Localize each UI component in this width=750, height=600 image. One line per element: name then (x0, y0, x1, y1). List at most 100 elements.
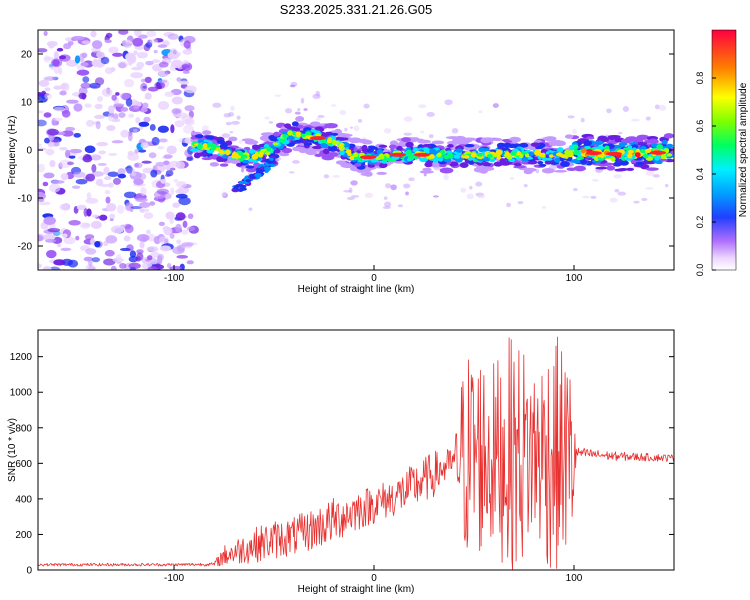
top-y-tick-label: 10 (21, 98, 33, 109)
heatmap-faint-cell (606, 108, 612, 114)
heatmap-noise-cell (98, 150, 107, 155)
heatmap-ridge-cell (360, 172, 371, 176)
heatmap-noise-cell (60, 247, 72, 252)
heatmap-faint-cell (517, 201, 524, 205)
heatmap-noise-cell (172, 202, 180, 208)
heatmap-faint-cell (510, 176, 515, 180)
bottom-y-ticks: 0 200 400 600 800 1000 1200 (10, 352, 674, 577)
heatmap-ridge-cell (594, 140, 604, 145)
heatmap-noise-cell (141, 160, 152, 164)
heatmap-noise-cell (134, 149, 139, 155)
heatmap-ridge-cell (193, 147, 199, 152)
heatmap-ridge-cell (195, 134, 204, 139)
heatmap-noise-cell (51, 58, 63, 68)
heatmap-ridge-cell (568, 145, 575, 151)
heatmap-ridge-cell (353, 156, 359, 161)
heatmap-noise-cell (111, 94, 117, 101)
heatmap-ridge-cell (635, 161, 644, 166)
heatmap-ridge-cell (225, 149, 231, 156)
heatmap-faint-cell (230, 105, 235, 112)
heatmap-noise-cell (175, 223, 182, 233)
heatmap-noise-cell (135, 256, 141, 262)
heatmap-peak-cell (390, 152, 406, 157)
heatmap-noise-cell (38, 201, 51, 206)
heatmap-faint-cell (618, 131, 623, 135)
heatmap-faint-cell (466, 193, 474, 200)
heatmap-noise-cell (133, 162, 143, 169)
heatmap-ridge-cell (533, 140, 543, 144)
heatmap-noise-cell (66, 59, 79, 67)
heatmap-noise-cell (166, 263, 172, 269)
heatmap-ridge-cell (604, 162, 614, 166)
heatmap-noise-cell (184, 118, 195, 126)
heatmap-noise-cell (151, 136, 160, 146)
heatmap-ridge-cell (631, 144, 639, 149)
heatmap-ridge-cell (504, 151, 510, 156)
heatmap-peak-cell (606, 151, 622, 156)
heatmap-faint-cell (590, 195, 597, 200)
heatmap-ridge-cell (445, 136, 460, 140)
heatmap-noise-cell (137, 34, 148, 39)
heatmap-noise-cell (90, 238, 96, 245)
heatmap-noise-cell (94, 77, 105, 86)
heatmap-faint-cell (580, 117, 585, 123)
heatmap-noise-cell (151, 59, 161, 64)
heatmap-noise-cell (90, 154, 102, 161)
heatmap-noise-cell (176, 112, 188, 119)
heatmap-ridge-cell (626, 167, 635, 171)
bottom-x-tick-label: 0 (371, 573, 377, 584)
heatmap-faint-cell (268, 121, 274, 124)
heatmap-branch-cell (238, 187, 247, 191)
heatmap-ridge-cell (643, 153, 649, 159)
heatmap-noise-cell (76, 69, 90, 76)
heatmap-ridge-cell (324, 122, 338, 129)
heatmap-faint-cell (613, 174, 623, 179)
heatmap-ridge-cell (273, 149, 281, 154)
heatmap-ridge-cell (368, 146, 378, 150)
heatmap-noise-cell (139, 172, 147, 180)
heatmap-ridge-cell (236, 162, 243, 167)
heatmap-faint-cell (444, 99, 453, 106)
heatmap-noise-cell (143, 116, 151, 123)
heatmap-ridge-cell (521, 150, 528, 155)
heatmap-noise-cell (158, 61, 169, 68)
heatmap-ridge-cell (645, 148, 652, 154)
heatmap-faint-cell (645, 116, 651, 121)
heatmap-noise-cell (157, 79, 168, 84)
heatmap-noise-cell (61, 109, 71, 118)
heatmap-noise-cell (80, 62, 89, 67)
heatmap-noise-cell (75, 178, 88, 185)
heatmap-noise-cell (169, 167, 176, 171)
heatmap-noise-cell (47, 128, 59, 136)
heatmap-ridge-cell (242, 154, 248, 159)
heatmap-layer (38, 30, 674, 270)
heatmap-noise-cell (118, 62, 127, 69)
heatmap-noise-cell (157, 44, 168, 48)
heatmap-noise-cell (163, 160, 170, 166)
heatmap-ridge-cell (293, 139, 304, 143)
heatmap-noise-cell (103, 258, 116, 266)
heatmap-noise-cell (71, 35, 85, 41)
heatmap-ridge-cell (455, 148, 464, 153)
heatmap-faint-cell (630, 118, 640, 122)
heatmap-ridge-cell (291, 121, 299, 127)
top-y-tick-label: -20 (18, 242, 33, 253)
heatmap-ridge-cell (335, 160, 346, 165)
heatmap-noise-cell (66, 99, 79, 104)
heatmap-ridge-cell (552, 139, 563, 145)
heatmap-ridge-cell (242, 159, 250, 164)
heatmap-noise-cell (127, 152, 140, 161)
heatmap-faint-cell (451, 127, 459, 134)
heatmap-noise-cell (154, 81, 166, 90)
heatmap-ridge-cell (468, 160, 475, 165)
top-x-ticks: -100 0 100 (164, 265, 583, 284)
heatmap-noise-cell (104, 189, 111, 195)
heatmap-noise-cell (125, 97, 133, 107)
heatmap-noise-cell (53, 50, 60, 60)
heatmap-noise-cell (115, 92, 120, 96)
heatmap-ridge-cell (600, 152, 605, 159)
heatmap-noise-cell (163, 226, 173, 236)
heatmap-peak-cell (650, 150, 666, 155)
heatmap-noise-cell (149, 258, 159, 265)
figure-title: S233.2025.331.21.26.G05 (280, 2, 433, 17)
